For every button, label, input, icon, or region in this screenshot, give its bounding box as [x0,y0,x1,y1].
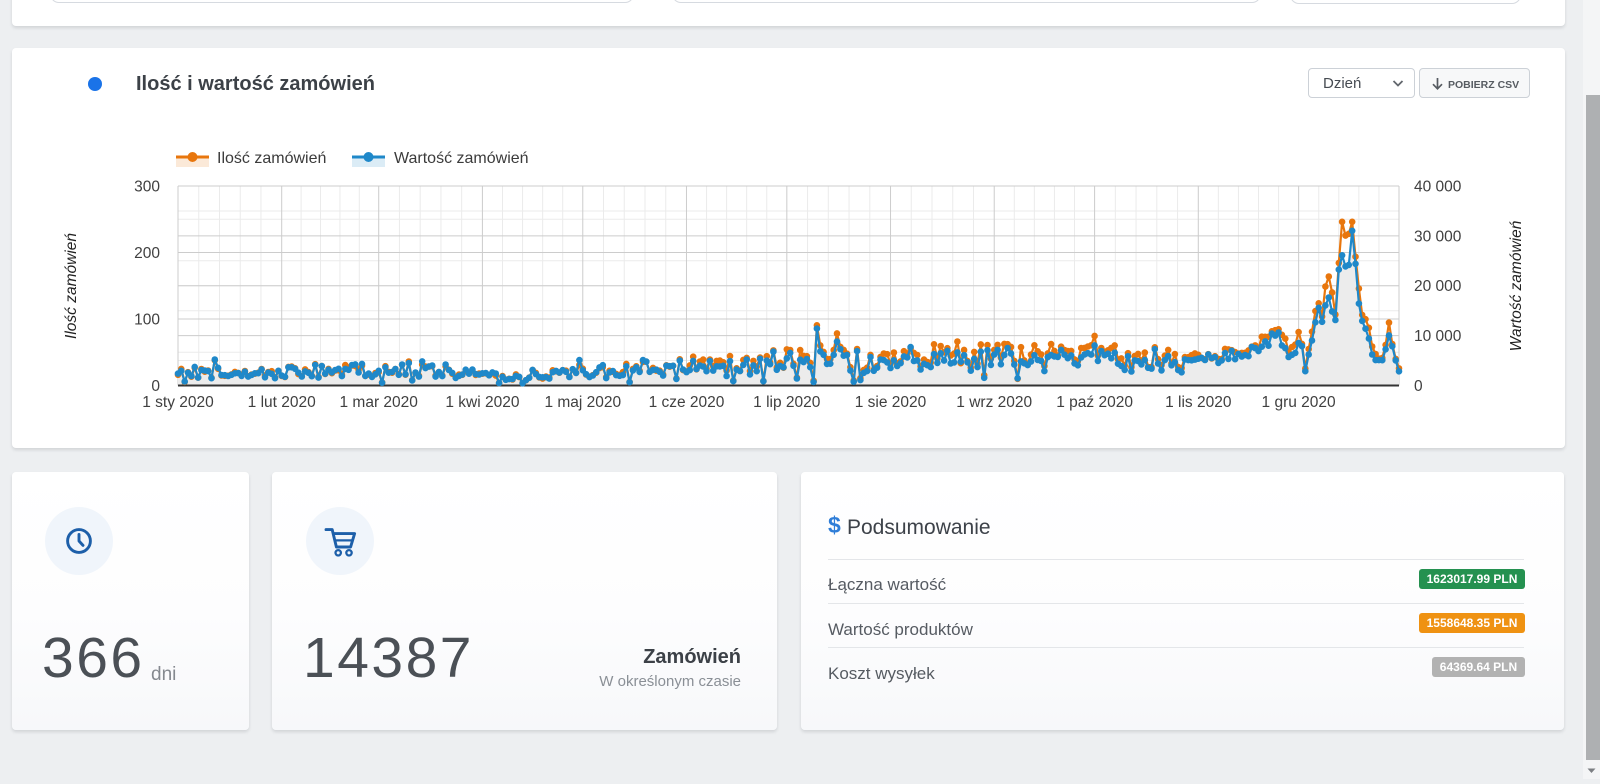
svg-text:1 lis 2020: 1 lis 2020 [1165,394,1232,411]
svg-text:20 000: 20 000 [1414,278,1462,295]
svg-text:1 lip 2020: 1 lip 2020 [753,394,821,411]
svg-text:300: 300 [134,179,160,196]
svg-text:1 cze 2020: 1 cze 2020 [649,394,725,411]
svg-text:1 maj 2020: 1 maj 2020 [544,394,621,411]
svg-text:Wartość zamówień: Wartość zamówień [1508,221,1525,352]
svg-text:Ilość zamówień: Ilość zamówień [217,150,326,167]
svg-text:Wartość zamówień: Wartość zamówień [394,150,529,167]
svg-text:1 kwi 2020: 1 kwi 2020 [445,394,519,411]
svg-text:10 000: 10 000 [1414,328,1462,345]
svg-text:0: 0 [151,378,160,395]
svg-text:30 000: 30 000 [1414,228,1462,245]
svg-text:1 mar 2020: 1 mar 2020 [339,394,418,411]
svg-text:200: 200 [134,245,160,262]
svg-text:1 sie 2020: 1 sie 2020 [855,394,927,411]
svg-text:1 wrz 2020: 1 wrz 2020 [956,394,1032,411]
svg-text:1 paź 2020: 1 paź 2020 [1056,394,1133,411]
svg-text:40 000: 40 000 [1414,179,1462,196]
svg-text:0: 0 [1414,378,1423,395]
svg-text:1 sty 2020: 1 sty 2020 [142,394,214,411]
svg-text:Ilość zamówień: Ilość zamówień [63,233,80,339]
svg-text:100: 100 [134,312,160,329]
svg-text:1 lut 2020: 1 lut 2020 [248,394,316,411]
svg-text:1 gru 2020: 1 gru 2020 [1262,394,1336,411]
